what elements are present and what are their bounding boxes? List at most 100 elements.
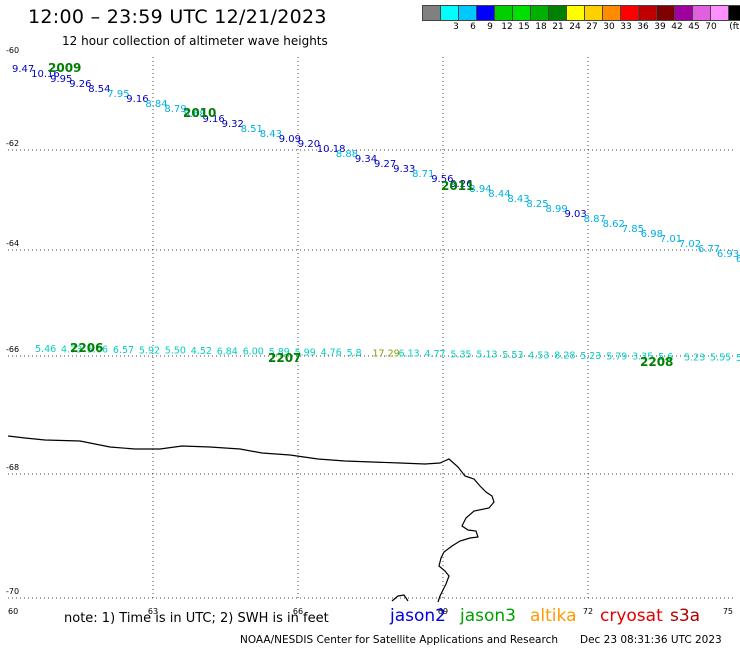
wave-height-value: 6.00 [243, 347, 264, 358]
wave-height-value: 5.53 [502, 350, 523, 361]
longitude-tick-label: 69 [438, 607, 448, 616]
wave-height-value: 5.8 [347, 348, 362, 359]
colorbar-unit: (ft) [729, 22, 740, 32]
wave-height-value: 9.03 [565, 209, 587, 220]
wave-height-value: 8.87 [584, 214, 606, 225]
wave-height-value: 4.73 [61, 344, 82, 355]
wave-height-value: 8.71 [412, 169, 434, 180]
map-subtitle: 12 hour collection of altimeter wave hei… [62, 34, 328, 48]
legend-jason2: jason2 [390, 606, 446, 626]
legend-s3a: s3a [670, 606, 701, 626]
wave-height-value: 8.28 [554, 351, 575, 362]
colorbar-tick-label: 15 [518, 22, 530, 32]
satellite-track: 5.46 4.73 5.06 6.57 5.92 5.50 4.52 6.84 6.00 5.89… [35, 341, 740, 369]
axis-tick-labels: -60 -62 -64 -66 -68 -70 60 63 66 69 72 75 [6, 46, 733, 616]
wave-height-value: 17.29 [373, 348, 400, 359]
wave-height-value: 5.55 [710, 353, 731, 364]
wave-height-value: 10.18 [317, 144, 346, 155]
legend-cryosat: cryosat [600, 606, 663, 626]
wave-height-value: 5.79 [606, 351, 627, 362]
wave-height-value: 8.68 [184, 109, 206, 120]
colorbar-tick-label: 39 [654, 22, 666, 32]
wave-height-value: 9.26 [450, 179, 472, 190]
antarctic-coastline [7, 435, 495, 603]
wave-height-value: 9.47 [12, 64, 34, 75]
colorbar-tick-label: 18 [535, 22, 547, 32]
wave-height-value: 6.57 [113, 345, 134, 356]
wave-height-value: 6.84 [217, 346, 238, 357]
wave-height-value: 6.93 [717, 249, 739, 260]
pass-number-label: 2009 [48, 61, 81, 75]
wave-height-value: 9.32 [222, 119, 244, 130]
wave-height-value: 3.35 [632, 352, 653, 363]
longitude-tick-label: 66 [293, 607, 303, 616]
wave-height-value: 9.95 [50, 74, 72, 85]
wave-height-value: 4.53 [528, 350, 549, 361]
wave-height-value: 9.16 [126, 94, 148, 105]
wave-height-value: 8.51 [241, 124, 263, 135]
wave-height-value: 8.25 [526, 199, 548, 210]
wave-height-value: 5.50 [165, 346, 186, 357]
wave-height-value: 10.16 [31, 69, 60, 80]
generated-timestamp: Dec 23 08:31:36 UTC 2023 [580, 634, 722, 646]
colorbar-tick-label: 70 [705, 22, 717, 32]
map-title: 12:00 – 23:59 UTC 12/21/2023 [28, 6, 327, 28]
colorbar-tick-label: 6 [470, 22, 476, 32]
wave-height-value: 9.27 [374, 159, 396, 170]
wave-height-value: 9.09 [279, 134, 301, 145]
wave-height-value: 5.5 [736, 353, 740, 364]
wave-height-value: 8.44 [488, 189, 510, 200]
wave-height-value: 5.23 [684, 352, 705, 363]
wave-height-value: 6.77 [698, 244, 720, 255]
colorbar-tick-label: 30 [603, 22, 615, 32]
wave-height-value: 9.33 [393, 164, 415, 175]
wave-height-value: 9.16 [203, 114, 225, 125]
wave-height-value: 8.54 [88, 84, 110, 95]
wave-height-value: 7.85 [622, 224, 644, 235]
colorbar-tick-label: 33 [620, 22, 632, 32]
wave-height-value: 4.77 [424, 349, 445, 360]
wave-height-value: 9.56 [431, 174, 453, 185]
wave-height-value: 8.88 [336, 149, 358, 160]
wave-height-value: 5.46 [35, 344, 56, 355]
wave-height-value: 5.13 [476, 350, 497, 361]
coastline-fragment [391, 594, 409, 602]
wave-height-value: 9.34 [355, 154, 377, 165]
colorbar-tick-label: 27 [586, 22, 598, 32]
wave-height-value: 8.84 [145, 99, 167, 110]
colorbar-tick-label: 3 [453, 22, 459, 32]
wave-height-value: 5.6 [658, 352, 673, 363]
wave-height-value: 6 [736, 254, 740, 265]
wave-height-value: 9.20 [298, 139, 320, 150]
wave-height-value: 8.99 [546, 204, 568, 215]
pass-number-label: 2207 [268, 351, 301, 365]
longitude-tick-label: 72 [583, 607, 593, 616]
wave-height-value: 7.02 [679, 239, 701, 250]
latitude-tick-label: -62 [6, 139, 19, 148]
colorbar-tick-label: 9 [487, 22, 493, 32]
legend-altika: altika [530, 606, 577, 626]
longitude-tick-label: 75 [723, 607, 733, 616]
map-frame [8, 55, 733, 600]
wave-height-value: 5.89 [269, 347, 290, 358]
credit-line: NOAA/NESDIS Center for Satellite Applica… [240, 634, 558, 646]
wave-height-value: 8.62 [603, 219, 625, 230]
latitude-tick-label: -60 [6, 46, 19, 55]
footer-note: note: 1) Time is in UTC; 2) SWH is in fe… [64, 611, 329, 626]
latitude-tick-label: -66 [6, 345, 19, 354]
satellite-track: 9.4710.169.959.268.547.959.168.848.798.6… [12, 61, 740, 265]
colorbar-tick-label: 24 [569, 22, 581, 32]
legend-jason3: jason3 [460, 606, 516, 626]
wave-height-value: 5.35 [450, 349, 471, 360]
colorbar-tick-label: 45 [688, 22, 700, 32]
latitude-tick-label: -64 [6, 239, 19, 248]
wave-height-value: 6.13 [399, 349, 420, 360]
wave-height-value: 6.98 [641, 229, 663, 240]
wave-height-value: 9.26 [69, 79, 91, 90]
pass-number-label: 2011 [441, 179, 474, 193]
wave-height-value: 8.94 [469, 184, 491, 195]
wave-height-value: 8.43 [507, 194, 529, 205]
longitude-tick-label: 63 [148, 607, 158, 616]
